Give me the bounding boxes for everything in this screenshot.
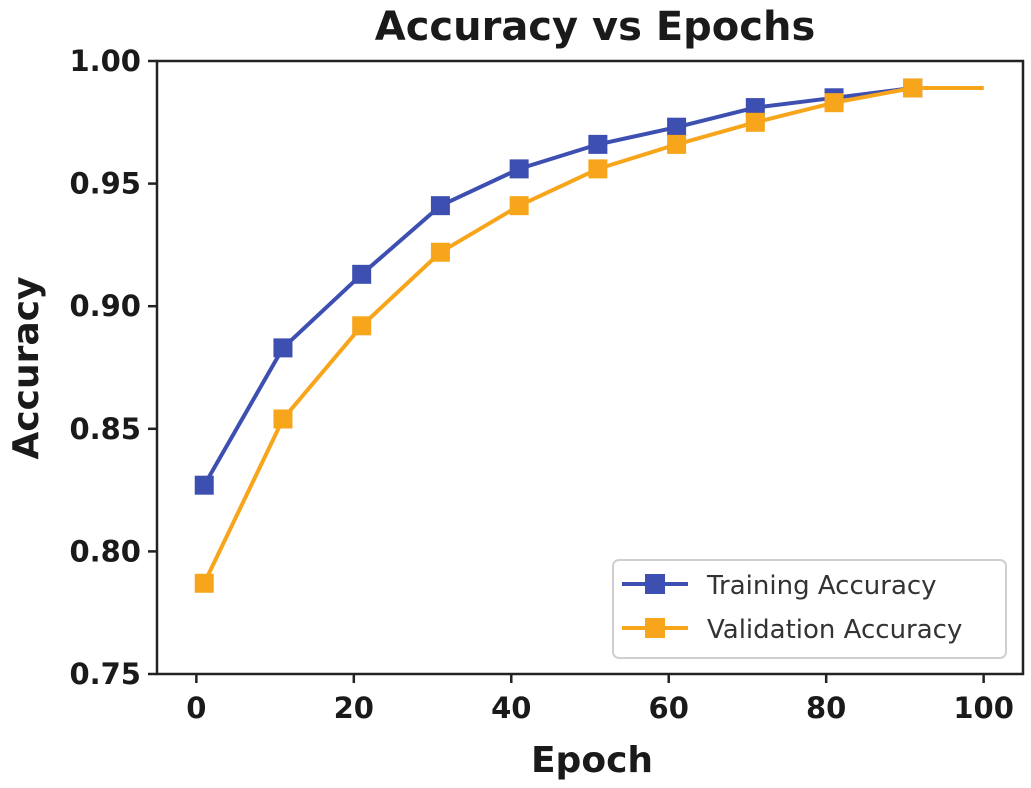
y-tick-label: 0.75 — [69, 657, 141, 691]
plot-frame — [155, 59, 1025, 676]
data-point-validation — [430, 242, 450, 262]
legend-box — [612, 559, 1007, 659]
y-tick-label: 0.95 — [69, 167, 141, 201]
data-point-training — [588, 134, 608, 154]
x-tick-label: 60 — [649, 691, 689, 725]
series-validation — [194, 78, 984, 593]
x-axis-ticks: 0 20 40 60 80 100 — [186, 674, 1014, 725]
x-tick-label: 0 — [186, 691, 206, 725]
data-point-validation — [745, 112, 765, 132]
legend-item-validation: Validation Accuracy — [622, 615, 962, 645]
data-point-validation — [903, 78, 923, 98]
data-point-validation — [273, 409, 293, 429]
data-point-training — [509, 159, 529, 179]
series-training — [194, 78, 984, 495]
y-tick-label: 0.85 — [69, 412, 141, 446]
x-axis-label: Epoch — [531, 740, 653, 781]
legend: Training Accuracy Validation Accuracy — [612, 559, 1007, 659]
legend-label-training: Training Accuracy — [706, 571, 937, 601]
x-tick-label: 100 — [953, 691, 1014, 725]
data-point-training — [430, 196, 450, 216]
y-tick-label: 0.80 — [69, 534, 141, 568]
data-point-validation — [194, 573, 214, 593]
legend-marker-validation — [645, 618, 665, 638]
y-tick-label: 1.00 — [69, 44, 141, 78]
data-point-validation — [588, 159, 608, 179]
y-tick-label: 0.90 — [69, 289, 141, 323]
x-tick-label: 40 — [491, 691, 531, 725]
series-layer — [194, 78, 984, 593]
plot-area — [155, 59, 1025, 676]
x-tick-label: 20 — [334, 691, 374, 725]
data-point-training — [352, 264, 372, 284]
data-point-training — [194, 475, 214, 495]
chart-title: Accuracy vs Epochs — [375, 4, 816, 50]
legend-marker-training — [645, 574, 665, 594]
data-point-training — [273, 338, 293, 358]
legend-item-training: Training Accuracy — [622, 571, 937, 601]
data-point-validation — [352, 316, 372, 336]
y-axis-ticks: 0.75 0.80 0.85 0.90 0.95 1.00 — [69, 44, 157, 691]
data-point-validation — [509, 196, 529, 216]
legend-label-validation: Validation Accuracy — [707, 615, 962, 645]
x-tick-label: 80 — [806, 691, 846, 725]
data-point-validation — [824, 93, 844, 113]
y-axis-label: Accuracy — [6, 276, 47, 459]
data-point-training — [667, 117, 687, 137]
data-point-validation — [667, 134, 687, 154]
